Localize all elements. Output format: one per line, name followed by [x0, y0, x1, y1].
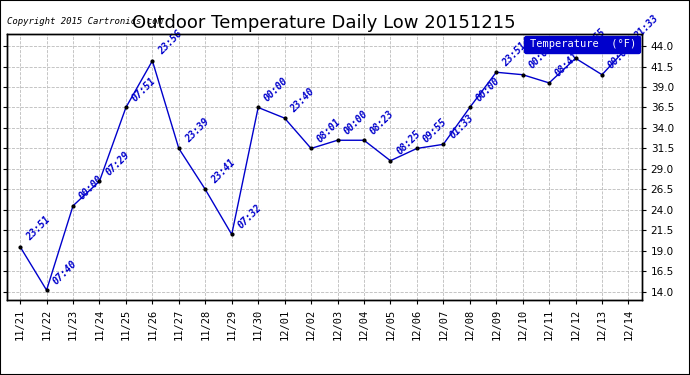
Text: 00:00: 00:00 — [527, 43, 555, 70]
Text: 00:00: 00:00 — [607, 43, 634, 70]
Text: Copyright 2015 Cartronics.com: Copyright 2015 Cartronics.com — [7, 17, 163, 26]
Text: 00:00: 00:00 — [77, 174, 105, 202]
Text: 21:33: 21:33 — [633, 14, 660, 42]
Text: 08:41: 08:41 — [553, 51, 581, 79]
Text: 00:00: 00:00 — [262, 75, 290, 104]
Text: 00:00: 00:00 — [342, 108, 370, 136]
Text: 23:56: 23:56 — [157, 29, 184, 57]
Text: 05:55: 05:55 — [580, 26, 608, 54]
Text: 07:32: 07:32 — [236, 202, 264, 230]
Text: 00:00: 00:00 — [474, 75, 502, 104]
Text: 23:40: 23:40 — [289, 86, 317, 114]
Text: 23:41: 23:41 — [210, 158, 237, 185]
Text: 07:29: 07:29 — [104, 149, 132, 177]
Text: 23:39: 23:39 — [183, 116, 211, 144]
Text: 09:55: 09:55 — [421, 116, 449, 144]
Legend: Temperature  (°F): Temperature (°F) — [524, 36, 640, 53]
Text: 08:23: 08:23 — [368, 108, 396, 136]
Text: 23:51: 23:51 — [24, 215, 52, 243]
Text: 08:25: 08:25 — [395, 129, 422, 157]
Text: 07:51: 07:51 — [130, 75, 158, 104]
Text: 23:51: 23:51 — [500, 40, 529, 68]
Title: Outdoor Temperature Daily Low 20151215: Outdoor Temperature Daily Low 20151215 — [132, 14, 516, 32]
Text: 01:33: 01:33 — [448, 112, 475, 140]
Text: 07:40: 07:40 — [51, 258, 79, 286]
Text: 08:01: 08:01 — [315, 116, 343, 144]
